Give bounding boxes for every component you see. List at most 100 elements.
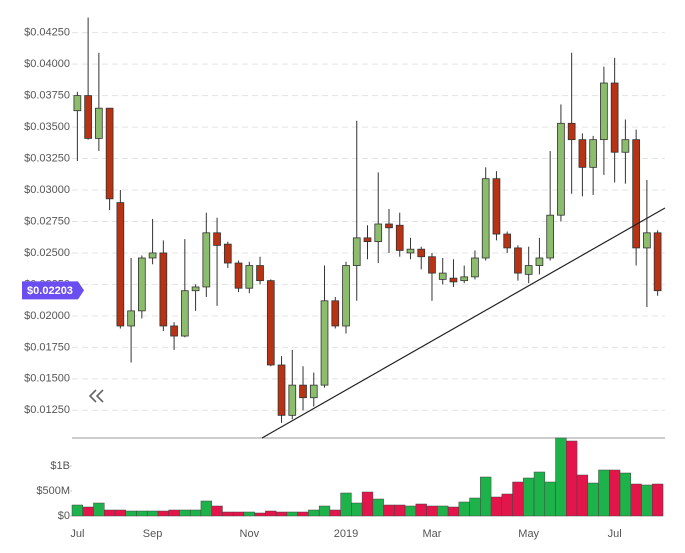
volume-bar: [243, 511, 255, 517]
candle-body: [460, 276, 469, 282]
candle-body: [170, 325, 178, 337]
volume-bar: [340, 492, 352, 517]
volume-bar: [297, 511, 309, 517]
candles: [73, 17, 662, 423]
y-tick-label: $0.03750: [24, 90, 70, 102]
candle-body: [159, 252, 168, 327]
last-price-badge: [22, 281, 84, 300]
candle-body: [288, 384, 297, 416]
candle-body: [105, 107, 114, 200]
volume-bar: [222, 511, 234, 517]
candle-body: [567, 122, 576, 141]
candle-body: [524, 265, 533, 275]
double-chevron-icon[interactable]: [88, 389, 104, 403]
volume-bar: [447, 506, 460, 517]
candle-body: [535, 257, 544, 266]
candle-body: [352, 237, 361, 266]
volume-bar: [265, 510, 277, 517]
candle-body: [256, 265, 264, 282]
candle-body: [481, 178, 490, 259]
volume-bar: [566, 440, 578, 517]
x-tick-label: Jul: [70, 528, 84, 540]
candle-body: [438, 272, 447, 280]
volume-bar: [351, 502, 363, 517]
candle-body: [653, 232, 662, 292]
candle-body: [600, 82, 608, 141]
volume-bar: [211, 505, 223, 517]
y-tick-label: $0.04000: [24, 58, 70, 70]
candle-body: [95, 107, 103, 139]
y-tick-label: $0.02000: [24, 310, 70, 322]
volume-bar: [136, 510, 148, 517]
candle-body: [503, 233, 512, 249]
volume-bar: [82, 506, 94, 517]
y-tick-label: $0.03500: [24, 121, 70, 133]
volume-bar: [93, 502, 105, 517]
volume-bar: [394, 504, 406, 517]
scroll-back-button[interactable]: [84, 383, 110, 409]
volume-bar: [587, 482, 599, 517]
volume-bar: [232, 511, 245, 517]
volume-bar: [523, 477, 535, 517]
volume-bar: [415, 503, 427, 517]
candle-body: [428, 256, 436, 274]
volume-bar: [200, 500, 212, 517]
grid: [70, 32, 665, 517]
candle-body: [116, 202, 125, 327]
volume-bar: [361, 491, 374, 517]
candle-body: [223, 243, 232, 264]
x-tick-label: May: [518, 528, 539, 540]
volume-bar: [318, 505, 331, 517]
trend-line: [261, 207, 666, 439]
volume-bar: [458, 501, 470, 517]
volume-bar: [652, 483, 664, 517]
candle-body: [191, 286, 200, 292]
candle-body: [406, 248, 415, 254]
candle-body: [395, 224, 404, 251]
y-tick-label: $0.01250: [24, 404, 70, 416]
candle-body: [578, 139, 587, 168]
x-tick-label: 2019: [334, 528, 358, 540]
last-price-label: $0.02203: [27, 285, 73, 297]
candle-body: [471, 257, 479, 278]
volume-bar: [512, 481, 524, 517]
candle-body: [180, 290, 189, 337]
volume-bar: [609, 469, 621, 517]
volume-bar: [372, 498, 384, 517]
volume-bar: [329, 509, 341, 517]
candle-body: [320, 300, 329, 386]
volume-bar: [179, 509, 191, 517]
volume-bar: [641, 484, 653, 517]
volume-bar: [114, 509, 126, 517]
y-tick-label: $0.03250: [24, 152, 70, 164]
candle-body: [342, 265, 350, 327]
candle-body: [299, 384, 307, 399]
candle-body: [449, 277, 458, 283]
volume-bar: [544, 481, 556, 517]
volume-bar: [168, 509, 180, 517]
volume-bar: [490, 496, 503, 517]
candle-body: [277, 364, 286, 416]
y2-tick-label: $500M: [36, 485, 70, 497]
volume-bar: [157, 510, 169, 517]
y-tick-label: $0.01750: [24, 341, 70, 353]
y-tick-label: $0.03000: [24, 184, 70, 196]
candle-body: [385, 223, 393, 229]
volume-bar: [598, 469, 610, 517]
y-tick-label: $0.02750: [24, 215, 70, 227]
volume-bar: [426, 505, 438, 517]
candle-body: [84, 95, 92, 139]
candle-body: [374, 223, 383, 243]
volume-bar: [71, 504, 83, 517]
candle-body: [417, 248, 426, 258]
candle-body: [557, 122, 565, 216]
candle-body: [546, 214, 555, 259]
volume-bar: [501, 493, 513, 517]
candle-body: [610, 82, 619, 153]
y-tick-label: $0.01500: [24, 373, 70, 385]
volume-bar: [404, 505, 417, 517]
candle-body: [148, 252, 157, 259]
x-tick-label: Sep: [143, 528, 163, 540]
volume-bar: [469, 497, 481, 517]
volume-bar: [125, 510, 137, 517]
